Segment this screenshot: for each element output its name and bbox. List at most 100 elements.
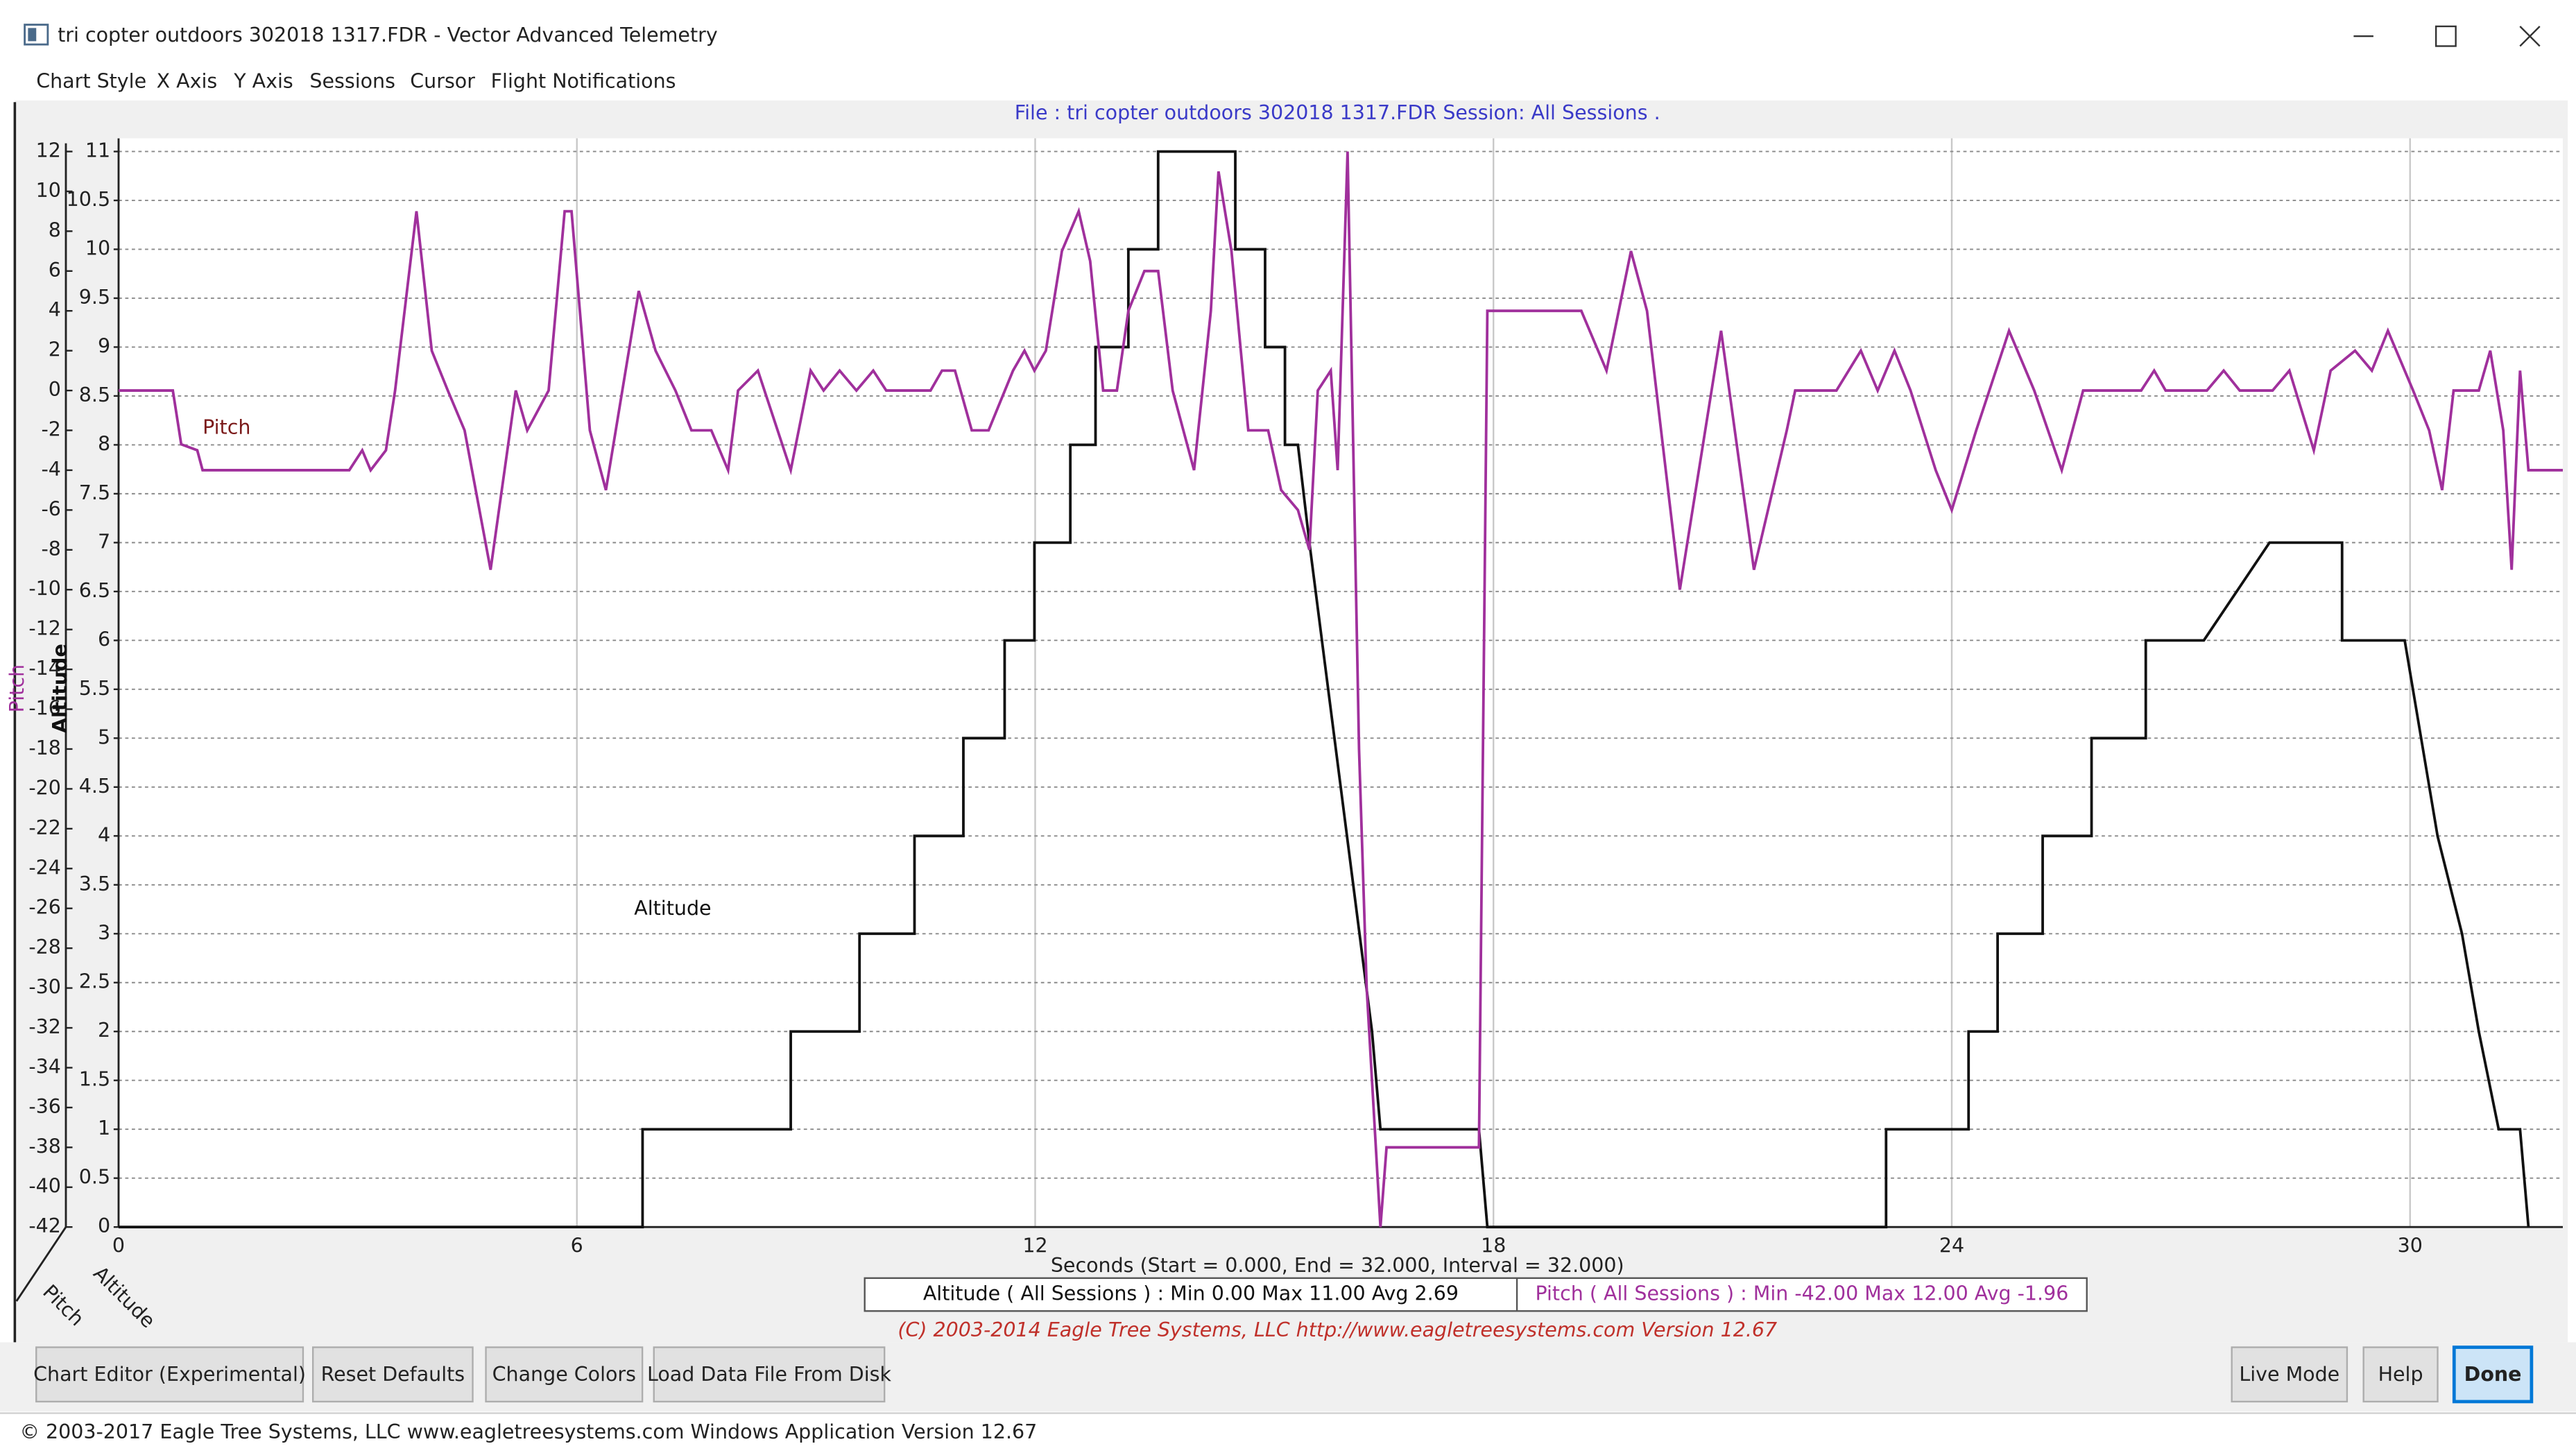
y2-tick-label: 0.5 [79, 1166, 110, 1189]
app-icon-inner [28, 28, 37, 42]
stats-text: Altitude ( All Sessions ) : Min 0.00 Max… [923, 1282, 1459, 1305]
button-label[interactable]: Reset Defaults [321, 1363, 465, 1386]
menu-item[interactable]: Cursor [410, 70, 475, 93]
y2-tick-label: 1 [98, 1117, 110, 1140]
button[interactable]: Done [2452, 1345, 2534, 1404]
x-axis-label: Seconds (Start = 0.000, End = 32.000, In… [1051, 1254, 1624, 1277]
button[interactable]: Live Mode [2231, 1346, 2349, 1403]
y-tick-label: -6 [41, 497, 60, 520]
x-tick-label: 12 [1022, 1235, 1047, 1257]
y2-tick-label: 6 [98, 628, 110, 651]
status-bar: © 2003-2017 Eagle Tree Systems, LLC www.… [19, 1420, 1037, 1443]
y-tick-label: -12 [28, 617, 61, 640]
series-line [118, 150, 2530, 1229]
y-tick-label: -34 [28, 1055, 61, 1078]
y2-tick-label: 9 [98, 334, 110, 357]
series-annotation: Pitch [203, 415, 250, 438]
y2-tick-label: 3 [98, 921, 110, 944]
window-title: tri copter outdoors 302018 1317.FDR - Ve… [58, 24, 718, 46]
y2-tick-label: 10.5 [67, 188, 110, 211]
y-tick-label: -16 [28, 697, 61, 720]
y-tick-label: -22 [28, 816, 61, 839]
close-button[interactable] [2519, 26, 2541, 47]
button[interactable]: Reset Defaults [312, 1346, 474, 1403]
button-label[interactable]: Chart Editor (Experimental) [33, 1363, 306, 1386]
y2-tick-label: 2.5 [79, 970, 110, 993]
y2-tick-label: 10 [85, 237, 110, 259]
button-frame[interactable] [2231, 1346, 2349, 1403]
maximize-button[interactable] [2435, 25, 2457, 47]
y-tick-label: 8 [49, 218, 61, 241]
plot-area [118, 138, 2564, 1228]
x-tick-label: 30 [2398, 1235, 2423, 1257]
y-tick-label: -24 [28, 856, 61, 879]
y2-tick-label: 6.5 [79, 579, 110, 602]
y-tick-label: 2 [49, 338, 61, 361]
button-frame[interactable] [2452, 1345, 2534, 1404]
y2-tick-label: 4.5 [79, 775, 110, 798]
y-tick-label: -36 [28, 1095, 61, 1118]
button-frame[interactable] [2362, 1346, 2439, 1403]
button-label[interactable]: Live Mode [2239, 1363, 2339, 1386]
button-label[interactable]: Done [2464, 1363, 2522, 1386]
button-label[interactable]: Load Data File From Disk [647, 1363, 891, 1386]
corner-axis [15, 1226, 67, 1302]
y2-tick-label: 7 [98, 530, 110, 553]
y-tick-label: -42 [28, 1214, 61, 1237]
menu-item[interactable]: X Axis [157, 70, 218, 93]
series-line [118, 151, 2564, 1228]
button[interactable]: Chart Editor (Experimental) [33, 1346, 306, 1403]
button[interactable]: Change Colors [485, 1346, 644, 1403]
y-tick-label: 4 [49, 298, 61, 321]
menu-item[interactable]: Sessions [309, 70, 395, 93]
y2-tick-label: 0 [98, 1214, 110, 1237]
chart-title: File : tri copter outdoors 302018 1317.F… [1015, 101, 1660, 124]
y-tick-label: -2 [41, 418, 60, 441]
x-tick-label: 24 [1939, 1235, 1964, 1257]
y-tick-label: 0 [49, 378, 61, 401]
y-tick-label: -18 [28, 737, 61, 759]
button-frame[interactable] [312, 1346, 474, 1403]
button-frame[interactable] [653, 1346, 886, 1403]
button[interactable]: Load Data File From Disk [647, 1346, 891, 1403]
x-tick-label: 0 [112, 1235, 125, 1257]
menu-item[interactable]: Y Axis [233, 70, 293, 93]
x-tick-label: 18 [1481, 1235, 1506, 1257]
footnote: (C) 2003-2014 Eagle Tree Systems, LLC ht… [898, 1318, 1777, 1341]
y-tick-label: -4 [41, 458, 60, 481]
y-tick-label: 12 [36, 139, 61, 162]
x-tick-label: 6 [571, 1235, 583, 1257]
y2-tick-label: 3.5 [79, 872, 110, 895]
y-tick-label: -20 [28, 776, 61, 799]
y-tick-label: 6 [49, 259, 61, 282]
y-tick-label: -26 [28, 896, 61, 919]
y-tick-label: -8 [41, 538, 60, 560]
button[interactable]: Help [2362, 1346, 2439, 1403]
y-tick-label: -40 [28, 1175, 61, 1198]
button-frame[interactable] [485, 1346, 644, 1403]
y-tick-label: -28 [28, 936, 61, 958]
y-axis-label: Pitch [6, 664, 28, 712]
menu-item[interactable]: Chart Style [36, 70, 146, 93]
y2-tick-label: 2 [98, 1019, 110, 1042]
y-tick-label: -14 [28, 657, 61, 680]
series-annotation: Altitude [634, 897, 711, 920]
y2-tick-label: 1.5 [79, 1068, 110, 1091]
y2-tick-label: 4 [98, 823, 110, 846]
y2-tick-label: 11 [85, 139, 110, 162]
button-frame[interactable] [35, 1346, 304, 1403]
y2-axis-label: Altitude [49, 644, 71, 733]
stats-text: Pitch ( All Sessions ) : Min -42.00 Max … [1535, 1282, 2068, 1305]
y2-tick-label: 8.5 [79, 384, 110, 406]
stats-box [864, 1277, 2088, 1312]
y-tick-label: 10 [36, 179, 61, 202]
menu-item[interactable]: Flight Notifications [491, 70, 676, 93]
window-controls [2353, 25, 2541, 47]
y2-tick-label: 7.5 [79, 481, 110, 504]
y-tick-label: -10 [28, 577, 61, 600]
button-label[interactable]: Change Colors [492, 1363, 636, 1386]
button-label[interactable]: Help [2378, 1363, 2423, 1386]
y-tick-label: -38 [28, 1135, 61, 1158]
